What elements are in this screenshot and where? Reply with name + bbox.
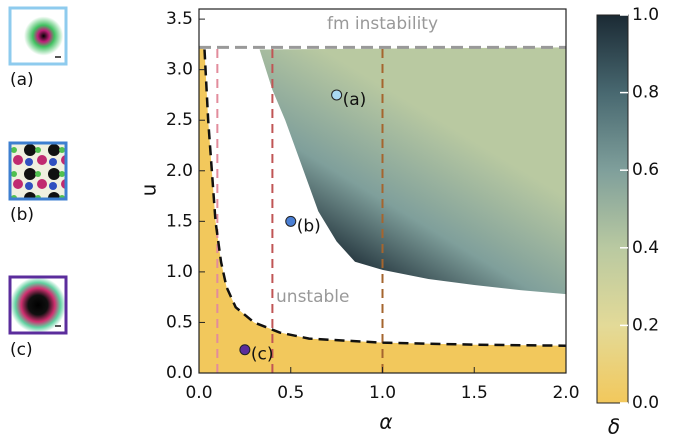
colorbar-tick-label: 1.0 xyxy=(632,5,659,25)
y-tick-label: 0.5 xyxy=(166,312,193,332)
y-axis-label: u xyxy=(137,184,161,197)
annotation: unstable xyxy=(276,287,349,307)
y-tick-label: 1.5 xyxy=(166,211,193,231)
point-label: (a) xyxy=(343,90,367,110)
y-tick-label: 3.5 xyxy=(166,9,193,29)
x-tick-label: 0.5 xyxy=(277,383,304,403)
y-tick-label: 1.0 xyxy=(166,262,193,282)
state-point xyxy=(239,344,251,356)
point-label: (c) xyxy=(251,345,274,365)
low-delta-region xyxy=(199,47,566,374)
stability-boundary xyxy=(203,49,567,347)
x-axis-label: α xyxy=(379,410,392,434)
delta-region xyxy=(259,47,566,295)
colorbar-tick-label: 0.8 xyxy=(632,83,659,103)
y-tick-label: 3.0 xyxy=(166,60,193,80)
colorbar-tick-label: 0.2 xyxy=(632,315,659,335)
panel-label: (a) xyxy=(10,70,34,90)
panel-image xyxy=(8,141,68,201)
state-point xyxy=(331,89,343,101)
colorbar xyxy=(596,14,629,404)
colorbar-tick-label: 0.0 xyxy=(632,393,659,413)
point-label: (b) xyxy=(297,216,321,236)
x-tick-label: 0.0 xyxy=(185,383,212,403)
panel-label: (b) xyxy=(10,205,34,225)
y-tick-label: 2.5 xyxy=(166,110,193,130)
annotation: fm instability xyxy=(327,14,438,34)
colorbar-tick-label: 0.4 xyxy=(632,238,659,258)
state-point xyxy=(285,215,297,227)
y-tick-label: 0.0 xyxy=(166,363,193,383)
colorbar-tick-label: 0.6 xyxy=(632,160,659,180)
y-tick-label: 2.0 xyxy=(166,161,193,181)
x-tick-label: 2.0 xyxy=(552,383,579,403)
x-tick-label: 1.5 xyxy=(461,383,488,403)
x-tick-label: 1.0 xyxy=(369,383,396,403)
panel-label: (c) xyxy=(10,340,33,360)
panel-image xyxy=(8,275,68,335)
panel-image xyxy=(8,6,68,66)
colorbar-label: δ xyxy=(608,415,620,439)
